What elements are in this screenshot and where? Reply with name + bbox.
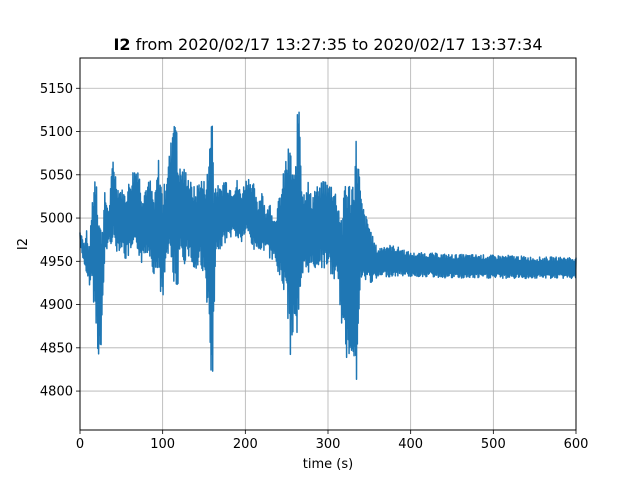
x-tick-label: 100 [150,437,175,452]
y-tick-label: 5100 [40,125,73,140]
x-tick-label: 500 [481,437,506,452]
y-tick-label: 4800 [40,385,73,400]
y-tick-label: 4900 [40,298,73,313]
y-tick-label: 5000 [40,212,73,227]
x-tick-label: 200 [233,437,258,452]
chart-title: I2 from 2020/02/17 13:27:35 to 2020/02/1… [113,35,542,54]
x-tick-label: 0 [76,437,84,452]
series-i2 [79,111,577,381]
y-tick-label: 5150 [40,82,73,97]
x-tick-label: 400 [398,437,423,452]
y-axis: 4800 4850 4900 4950 5000 5050 5100 5150 [40,82,80,400]
y-tick-label: 4950 [40,255,73,270]
chart-title-bold: I2 [113,35,130,54]
y-axis-label: I2 [16,238,31,250]
chart-title-rest: from 2020/02/17 13:27:35 to 2020/02/17 1… [131,35,543,54]
y-tick-label: 5050 [40,168,73,183]
x-axis-label: time (s) [303,457,353,472]
x-tick-label: 600 [564,437,589,452]
x-tick-label: 300 [316,437,341,452]
x-axis: 0 100 200 300 400 500 600 [76,430,589,452]
y-tick-label: 4850 [40,341,73,356]
signal-line [79,111,577,381]
